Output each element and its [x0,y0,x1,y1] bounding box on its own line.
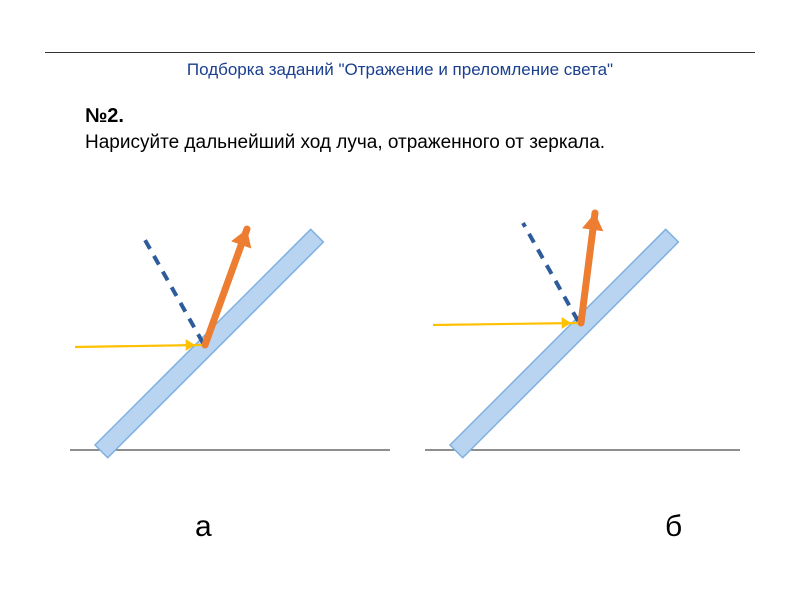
figure-label-a: а [195,510,212,544]
problem-number: №2. [85,105,124,128]
problem-text: Нарисуйте дальнейший ход луча, отраженно… [85,132,605,154]
diagrams-svg [55,195,755,485]
figure-label-b: б [665,510,682,544]
page-title: Подборка заданий "Отражение и преломлени… [0,60,800,80]
top-divider [45,52,755,53]
diagram-container [55,195,755,485]
